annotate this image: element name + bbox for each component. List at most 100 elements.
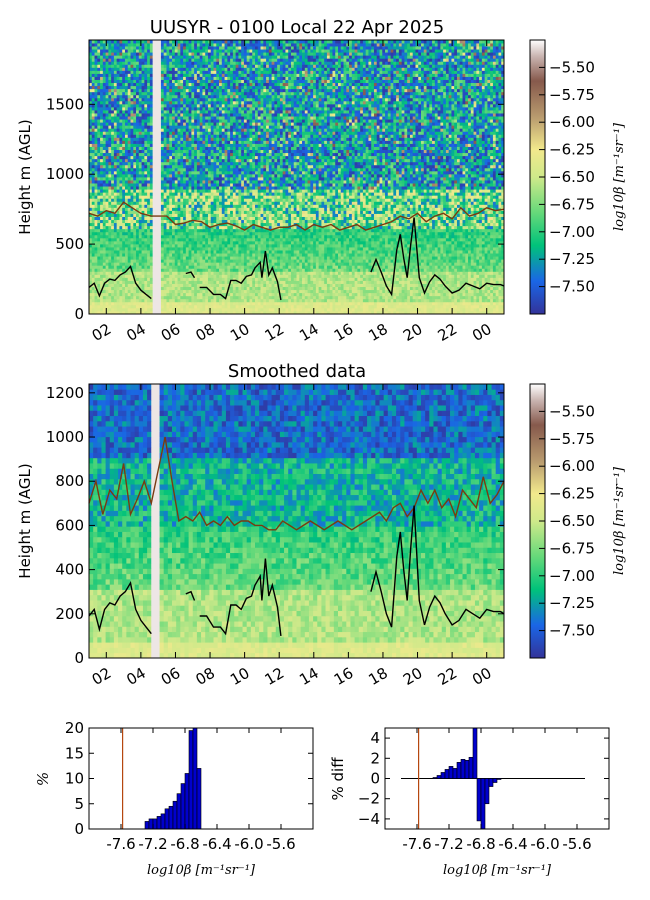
heatmap-cell	[479, 280, 483, 284]
heatmap-cell	[243, 240, 248, 245]
heatmap-cell	[290, 289, 295, 294]
heatmap-cell	[376, 228, 380, 233]
heatmap-cell	[127, 228, 131, 233]
heatmap-cell	[169, 289, 173, 294]
heatmap-cell	[210, 274, 214, 278]
heatmap-cell	[310, 262, 314, 266]
heatmap-cell	[160, 298, 165, 303]
heatmap-cell	[418, 292, 422, 297]
heatmap-cell	[246, 280, 250, 284]
heatmap-cell	[462, 265, 466, 269]
heatmap-cell	[443, 307, 447, 312]
heatmap-cell	[169, 225, 173, 230]
heatmap-cell	[243, 292, 248, 297]
heatmap-cell	[169, 274, 173, 278]
heatmap-cell	[296, 231, 300, 236]
heatmap-cell	[227, 231, 231, 236]
heatmap-cell	[429, 301, 433, 306]
heatmap-cell	[393, 298, 397, 303]
heatmap-cell	[230, 307, 234, 312]
heatmap-cell	[396, 237, 400, 242]
heatmap-cell	[318, 219, 322, 224]
heatmap-cell	[221, 304, 225, 309]
heatmap-cell	[141, 286, 145, 291]
heatmap-cell	[495, 247, 499, 251]
heatmap-cell	[238, 240, 242, 245]
heatmap-cell	[335, 301, 339, 306]
heatmap-cell	[432, 253, 436, 257]
heatmap-cell	[371, 292, 375, 297]
heatmap-cell	[252, 277, 256, 281]
heatmap-cell	[188, 310, 192, 315]
heatmap-cell	[304, 268, 308, 272]
heatmap-cell	[216, 216, 220, 221]
heatmap-cell	[468, 268, 472, 272]
heatmap-cell	[241, 253, 245, 257]
heatmap-cell	[492, 237, 497, 242]
heatmap-cell	[127, 210, 131, 214]
heatmap-cell	[210, 301, 214, 306]
heatmap-cell	[501, 271, 505, 275]
heatmap-cell	[429, 243, 433, 248]
heatmap-cell	[219, 250, 223, 254]
heatmap-cell	[415, 259, 419, 263]
heatmap-cell	[470, 307, 474, 312]
heatmap-cell	[246, 298, 250, 303]
heatmap-cell	[385, 271, 389, 275]
heatmap-cell	[133, 256, 137, 260]
heatmap-cell	[290, 237, 295, 242]
heatmap-cell	[113, 301, 118, 306]
heatmap-cell	[479, 243, 483, 248]
heatmap-cell	[127, 237, 131, 242]
heatmap-cell	[490, 228, 494, 233]
heatmap-cell	[257, 225, 261, 230]
heatmap-cell	[407, 292, 411, 297]
heatmap-cell	[243, 237, 248, 242]
heatmap-cell	[169, 219, 173, 224]
heatmap-cell	[476, 240, 480, 245]
heatmap-cell	[122, 307, 126, 312]
heatmap-cell	[183, 262, 187, 266]
heatmap-cell	[332, 289, 336, 294]
heatmap-cell	[379, 216, 383, 221]
heatmap-cell	[412, 292, 416, 297]
heatmap-cell	[191, 253, 195, 257]
heatmap-cell	[318, 213, 322, 217]
heatmap-cell	[288, 304, 292, 309]
heatmap-cell	[329, 228, 333, 233]
heatmap-cell	[97, 222, 101, 227]
heatmap-cell	[310, 310, 314, 315]
heatmap-cell	[354, 265, 358, 269]
heatmap-cell	[138, 219, 142, 224]
heatmap-cell	[357, 228, 361, 233]
heatmap-cell	[487, 310, 491, 315]
heatmap-cell	[277, 280, 281, 284]
heatmap-cell	[290, 225, 295, 230]
heatmap-cell	[160, 295, 165, 300]
heatmap-cell	[119, 259, 123, 263]
heatmap-cell	[484, 292, 488, 297]
heatmap-cell	[119, 268, 123, 272]
heatmap-cell	[299, 283, 303, 287]
heatmap-cell	[382, 295, 386, 300]
heatmap-cell	[230, 268, 234, 272]
heatmap-cell	[105, 247, 109, 251]
heatmap-cell	[473, 222, 477, 227]
heatmap-cell	[188, 210, 192, 214]
heatmap-cell	[415, 295, 419, 300]
heatmap-cell	[387, 283, 391, 287]
heatmap-cell	[124, 219, 129, 224]
heatmap-cell	[313, 295, 317, 300]
heatmap-cell	[349, 277, 353, 281]
heatmap-cell	[89, 231, 93, 236]
heatmap-cell	[368, 304, 372, 309]
heatmap-cell	[288, 259, 292, 263]
heatmap-cell	[241, 222, 245, 227]
heatmap-cell	[158, 250, 162, 254]
heatmap-cell	[310, 301, 314, 306]
heatmap-cell	[160, 247, 165, 251]
heatmap-cell	[155, 234, 159, 239]
heatmap-cell	[111, 231, 115, 236]
heatmap-cell	[307, 271, 311, 275]
heatmap-cell	[108, 262, 112, 266]
